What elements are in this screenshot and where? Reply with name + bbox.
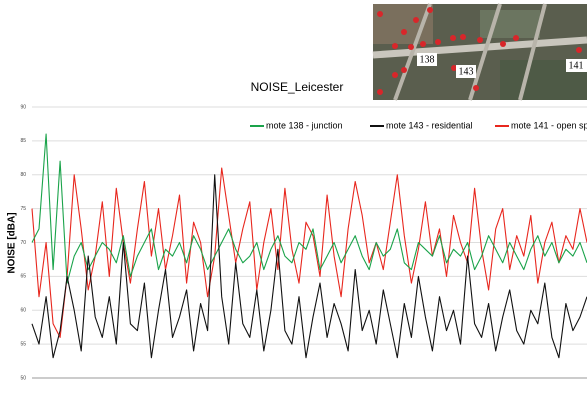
page: 138 143 141 NOISE_Leicester NOISE [dBA] … xyxy=(0,0,587,394)
y-tick-label: 80 xyxy=(20,172,26,178)
y-tick-label: 55 xyxy=(20,341,26,347)
legend-label: mote 143 - residential xyxy=(386,120,473,130)
legend-label: mote 141 - open space xyxy=(511,120,587,130)
map-inset: 138 143 141 xyxy=(373,4,587,100)
map-label: 143 xyxy=(459,66,474,77)
y-tick-label: 60 xyxy=(20,308,26,314)
y-tick-label: 50 xyxy=(20,375,26,381)
chart-title: NOISE_Leicester xyxy=(251,80,344,94)
y-tick-label: 85 xyxy=(20,138,26,144)
y-tick-label: 70 xyxy=(20,240,26,246)
y-tick-label: 90 xyxy=(20,104,26,110)
y-tick-label: 65 xyxy=(20,274,26,280)
map-label: 141 xyxy=(569,60,584,71)
chart: 138 143 141 NOISE_Leicester NOISE [dBA] … xyxy=(0,0,587,394)
map-label: 138 xyxy=(420,54,435,65)
legend-label: mote 138 - junction xyxy=(266,120,343,130)
legend: mote 141 - open space mote 138 - junction… xyxy=(250,120,587,130)
y-axis-label: NOISE [dBA] xyxy=(7,212,18,273)
y-tick-label: 75 xyxy=(20,206,26,212)
